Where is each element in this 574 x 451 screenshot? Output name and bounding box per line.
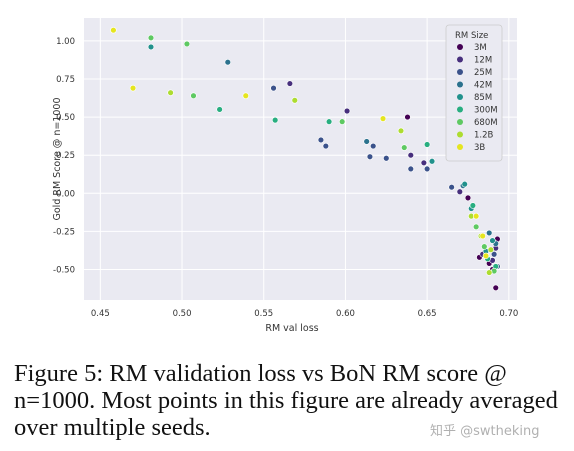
legend-label: 300M: [474, 106, 498, 116]
legend-marker: [457, 94, 463, 100]
chart-figure: 0.45 0.50 0.55 0.60 0.65 0.70 -0.50 -0.25 0.00 0…: [52, 18, 518, 334]
legend: RM Size 3M 12M 25M 42M 85M 300M 680M 1.2B 3B: [445, 24, 503, 162]
legend-items: 3M 12M 25M 42M 85M 300M 680M 1.2B 3B: [457, 43, 498, 153]
y-tick-label: 1.00: [56, 37, 75, 47]
data-point-3m-6: [492, 284, 499, 292]
data-point-85m-1: [428, 158, 436, 165]
data-point-85m-0: [147, 43, 155, 51]
data-point-3b-1: [129, 84, 137, 92]
x-tick-label: 0.70: [499, 309, 518, 319]
data-point-25m-5: [383, 155, 390, 162]
data-points: [110, 26, 501, 292]
data-point-300m-0: [216, 106, 223, 113]
x-tick-labels: 0.45 0.50 0.55 0.60 0.65 0.70: [91, 309, 518, 319]
y-tick-label: 0.00: [56, 189, 75, 199]
data-point-1-2b-5: [487, 246, 495, 253]
y-tick-label: -0.25: [53, 227, 75, 237]
legend-marker: [457, 131, 463, 138]
data-point-25m-9: [490, 251, 498, 258]
legend-label: 3B: [474, 143, 485, 153]
legend-label: 42M: [474, 81, 492, 91]
data-point-680m-6: [481, 243, 488, 250]
y-tick-label: 0.75: [56, 75, 75, 85]
data-point-25m-1: [317, 136, 325, 144]
chart-svg: 0.45 0.50 0.55 0.60 0.65 0.70 -0.50 -0.25 0.00 0…: [52, 18, 518, 334]
y-tick-labels: -0.50 -0.25 0.00 0.25 0.50 0.75 1.00: [53, 37, 75, 276]
data-point-3m-1: [464, 194, 472, 202]
data-point-25m-7: [423, 165, 431, 173]
data-point-680m-0: [147, 34, 155, 42]
legend-label: 3M: [474, 43, 487, 53]
legend-marker: [457, 119, 463, 125]
data-point-3m-0: [404, 113, 411, 121]
legend-marker: [457, 44, 463, 50]
legend-title: RM Size: [455, 31, 488, 41]
data-point-3b-3: [379, 115, 387, 122]
x-tick-label: 0.60: [336, 309, 355, 319]
data-point-3b-0: [110, 26, 117, 34]
figure-caption: Figure 5: RM validation loss vs BoN RM s…: [14, 360, 558, 441]
data-point-300m-1: [271, 116, 279, 124]
y-tick-label: 0.25: [56, 151, 75, 161]
x-tick-label: 0.45: [91, 309, 110, 319]
data-point-3b-2: [242, 92, 249, 99]
data-point-12m-3: [420, 159, 428, 167]
data-point-680m-3: [338, 118, 346, 125]
data-point-300m-2: [325, 118, 333, 125]
data-point-42m-1: [363, 138, 370, 145]
plot-area: [84, 18, 517, 300]
data-point-12m-1: [343, 107, 351, 115]
data-point-680m-4: [401, 144, 408, 151]
legend-marker: [457, 81, 463, 88]
data-point-300m-4: [469, 202, 477, 209]
data-point-3b-6: [482, 252, 490, 259]
legend-label: 12M: [474, 56, 492, 66]
x-tick-label: 0.55: [254, 309, 273, 319]
data-point-3b-4: [472, 212, 480, 220]
data-point-1-2b-0: [167, 89, 174, 96]
data-point-680m-2: [190, 92, 197, 99]
data-point-12m-2: [407, 151, 414, 159]
legend-label: 85M: [474, 93, 492, 103]
data-point-680m-5: [472, 223, 480, 231]
watermark: 知乎 @swtheking: [430, 424, 540, 439]
data-point-25m-0: [270, 84, 277, 92]
data-point-85m-5: [489, 237, 496, 244]
data-point-680m-1: [183, 40, 191, 48]
legend-label: 25M: [474, 68, 492, 78]
data-point-42m-0: [224, 59, 231, 66]
x-tick-label: 0.65: [418, 309, 437, 319]
x-tick-label: 0.50: [173, 309, 192, 319]
data-point-42m-3: [486, 229, 493, 237]
legend-marker: [457, 106, 463, 113]
data-point-25m-6: [407, 165, 414, 173]
legend-label: 680M: [474, 118, 498, 128]
data-point-25m-4: [366, 153, 374, 160]
data-point-300m-3: [423, 141, 431, 148]
data-point-25m-8: [448, 184, 455, 191]
grid-lines: [84, 18, 517, 300]
data-point-1-2b-6: [486, 269, 493, 276]
legend-marker: [457, 69, 463, 75]
legend-marker: [457, 144, 463, 150]
data-point-3b-5: [479, 232, 486, 240]
data-point-12m-0: [286, 80, 294, 87]
data-point-85m-2: [461, 180, 468, 188]
data-point-25m-2: [322, 142, 330, 150]
y-axis-label: Gold RM Score @ n=1000: [52, 98, 63, 221]
legend-label: 1.2B: [474, 131, 494, 141]
legend-marker: [457, 56, 463, 63]
data-point-25m-3: [370, 142, 377, 150]
y-tick-label: 0.50: [56, 113, 75, 123]
data-point-12m-4: [456, 188, 464, 195]
data-point-1-2b-2: [397, 127, 405, 135]
y-tick-label: -0.50: [53, 266, 75, 276]
data-point-1-2b-1: [291, 97, 298, 104]
x-axis-label: RM val loss: [265, 323, 318, 334]
